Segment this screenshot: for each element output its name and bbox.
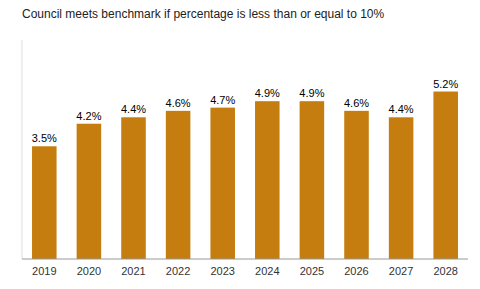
data-label: 4.6% <box>166 97 191 109</box>
data-label: 4.4% <box>121 103 146 115</box>
bar <box>255 101 280 259</box>
data-label: 4.4% <box>389 103 414 115</box>
bar <box>300 101 325 259</box>
x-tick-label: 2019 <box>32 265 56 277</box>
x-tick-label: 2026 <box>344 265 368 277</box>
x-tick-label: 2020 <box>77 265 101 277</box>
title: Council meets benchmark if percentage is… <box>22 7 385 21</box>
x-tick-label: 2022 <box>166 265 190 277</box>
data-label: 4.9% <box>299 87 324 99</box>
bar <box>166 111 191 259</box>
x-tick-label: 2023 <box>210 265 234 277</box>
x-tick-label: 2024 <box>255 265 279 277</box>
x-axis-line <box>22 259 468 260</box>
data-label: 4.6% <box>344 97 369 109</box>
bars <box>32 92 458 259</box>
data-label: 4.7% <box>210 94 235 106</box>
bar <box>389 117 414 259</box>
x-tick-label: 2025 <box>300 265 324 277</box>
bar <box>344 111 369 259</box>
bar <box>433 92 458 259</box>
y-axis-line <box>22 40 23 259</box>
x-tick-label: 2028 <box>433 265 457 277</box>
bar <box>210 108 235 259</box>
data-label: 4.9% <box>255 87 280 99</box>
data-label: 5.2% <box>433 78 458 90</box>
data-label: 3.5% <box>32 132 57 144</box>
chart: Council meets benchmark if percentage is… <box>0 0 480 289</box>
bar <box>77 124 102 259</box>
bar <box>32 146 57 259</box>
bar <box>121 117 146 259</box>
x-tick-label: 2021 <box>121 265 145 277</box>
data-label: 4.2% <box>76 110 101 122</box>
x-tick-label: 2027 <box>389 265 413 277</box>
